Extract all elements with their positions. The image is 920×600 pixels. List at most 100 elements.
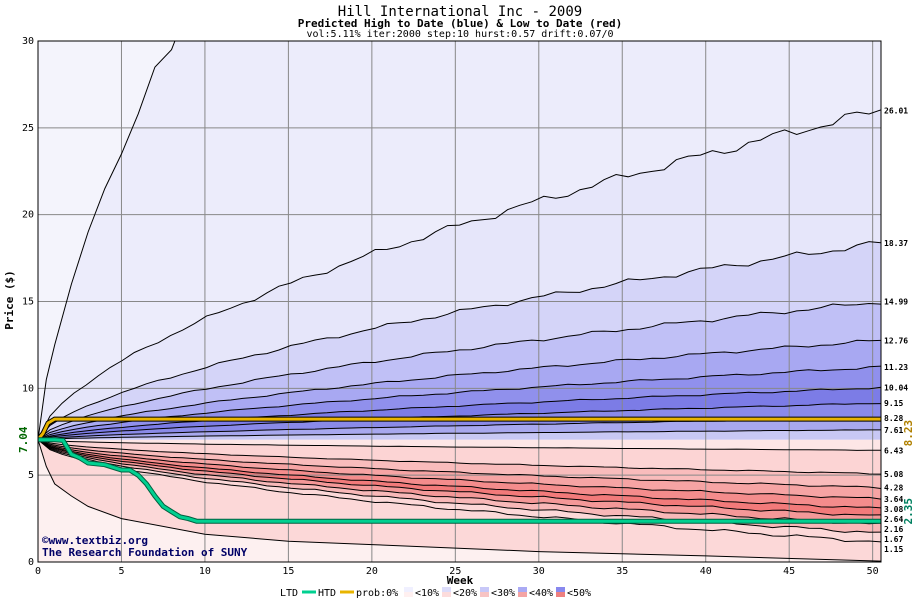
plot-frame: [37, 40, 882, 563]
high-band-line-10.04: [38, 386, 881, 441]
chart-title: Hill International Inc - 2009: [338, 4, 582, 20]
high-band-5: [38, 387, 881, 440]
x-tick-label: 35: [616, 566, 628, 577]
x-axis-label: Week: [447, 574, 474, 587]
high-band-line-11.23: [38, 365, 881, 441]
band-label: 9.15: [884, 399, 903, 408]
band-label: 18.37: [884, 239, 908, 248]
x-tick-label: 20: [366, 566, 378, 577]
high-band-line-18.37: [38, 241, 881, 441]
legend-red-swatch: [556, 592, 565, 597]
low-band-0: [38, 439, 881, 475]
x-tick-label: 30: [533, 566, 545, 577]
legend-item-label: <20%: [453, 588, 477, 599]
high-band-line-9.15: [38, 403, 881, 441]
y-tick-label: 20: [22, 210, 34, 221]
chart-params: vol:5.11% iter:2000 step:10 hurst:0.57 d…: [306, 29, 613, 40]
credit-org: The Research Foundation of SUNY: [42, 546, 248, 559]
low-band-line-6.43: [38, 439, 881, 451]
axis-ticks: 0 5 10 15 20 25 30 35 40 45 50 0 5 10 15 20 25 30: [22, 36, 879, 577]
y-tick-label: 0: [28, 557, 34, 568]
band-label: 1.15: [884, 545, 903, 554]
y-tick-label: 15: [22, 297, 34, 308]
legend-red-swatch: [404, 592, 413, 597]
band-label: 12.76: [884, 336, 908, 345]
htd-line: [38, 417, 881, 441]
x-tick-label: 5: [118, 566, 124, 577]
legend-item-label: <10%: [415, 588, 439, 599]
band-label: 2.64: [884, 515, 903, 524]
low-band-line-1.15: [38, 439, 881, 543]
high-band-6: [38, 403, 881, 440]
high-band-line-26.01: [38, 109, 881, 440]
legend-blue-swatch: [404, 587, 413, 592]
x-tick-label: 40: [700, 566, 712, 577]
high-band-0: [38, 109, 881, 440]
x-tick-label: 15: [282, 566, 294, 577]
low-band-5: [38, 439, 881, 524]
legend-red-swatch: [518, 592, 527, 597]
legend-red-swatch: [480, 592, 489, 597]
low-band-1: [38, 439, 881, 489]
high-band-7: [38, 418, 881, 440]
band-label: 3.08: [884, 505, 903, 514]
low-band-7: [38, 439, 881, 542]
high-band-line-14.99: [38, 302, 881, 441]
legend-blue-swatch: [556, 587, 565, 592]
band-label: 26.01: [884, 106, 908, 115]
x-tick-label: 50: [867, 566, 879, 577]
legend-item-label: <40%: [529, 588, 553, 599]
y-tick-label: 25: [22, 123, 34, 134]
y-tick-label: 10: [22, 383, 34, 394]
high-band-1: [38, 241, 881, 440]
x-tick-label: 0: [35, 566, 41, 577]
band-label: 8.28: [884, 414, 903, 423]
band-end-labels: 26.01 18.37 14.99 12.76 11.23 10.04 9.15 8.28 7.…: [884, 106, 908, 553]
band-label: 6.43: [884, 446, 903, 455]
band-label: 11.23: [884, 363, 908, 372]
low-band-4: [38, 439, 881, 516]
high-band-8: [38, 429, 881, 440]
low-band-2: [38, 439, 881, 500]
y-axis-label: Price ($): [3, 270, 16, 330]
band-label: 14.99: [884, 298, 908, 307]
outer-low-line: [38, 439, 881, 562]
high-band-2: [38, 303, 881, 440]
outer-high-line: [38, 41, 176, 440]
high-band-3: [38, 340, 881, 440]
x-tick-label: 25: [449, 566, 461, 577]
x-tick-label: 10: [199, 566, 211, 577]
legend-red-swatch: [442, 592, 451, 597]
band-label: 3.64: [884, 495, 903, 504]
low-band-line-5.08: [38, 439, 881, 475]
htd-final-label: 8.23: [902, 420, 915, 447]
legend-prob-label: prob:0%: [356, 588, 398, 599]
y-tick-label: 30: [22, 36, 34, 47]
low-band-line-3.08: [38, 439, 881, 509]
series-lines: [37, 40, 882, 563]
legend-blue-swatch: [518, 587, 527, 592]
legend-item-label: <50%: [567, 588, 591, 599]
low-band-line-1.67: [38, 439, 881, 533]
high-band-4: [38, 366, 881, 440]
legend: LTD HTD prob:0% <10% <20% <30% <40% <50%: [280, 587, 591, 599]
legend-blue-swatch: [480, 587, 489, 592]
ltd-line: [38, 438, 881, 523]
band-label: 2.16: [884, 525, 903, 534]
high-band-line-12.76: [38, 339, 881, 441]
band-label: 5.08: [884, 470, 903, 479]
band-label: 7.61: [884, 426, 903, 435]
low-band-line-4.28: [38, 439, 881, 489]
low-band-8: [38, 439, 881, 562]
chart-subtitle: Predicted High to Date (blue) & Low to D…: [298, 17, 623, 30]
legend-ltd-label: LTD: [280, 588, 298, 599]
low-band-3: [38, 439, 881, 508]
band-label: 4.28: [884, 484, 903, 493]
legend-blue-swatch: [442, 587, 451, 592]
legend-item-label: <30%: [491, 588, 515, 599]
start-price-label: 7.04: [17, 426, 30, 453]
y-tick-label: 5: [28, 470, 34, 481]
high-band-line-7.61: [38, 429, 881, 441]
credit-site: ©www.textbiz.org: [42, 534, 148, 547]
